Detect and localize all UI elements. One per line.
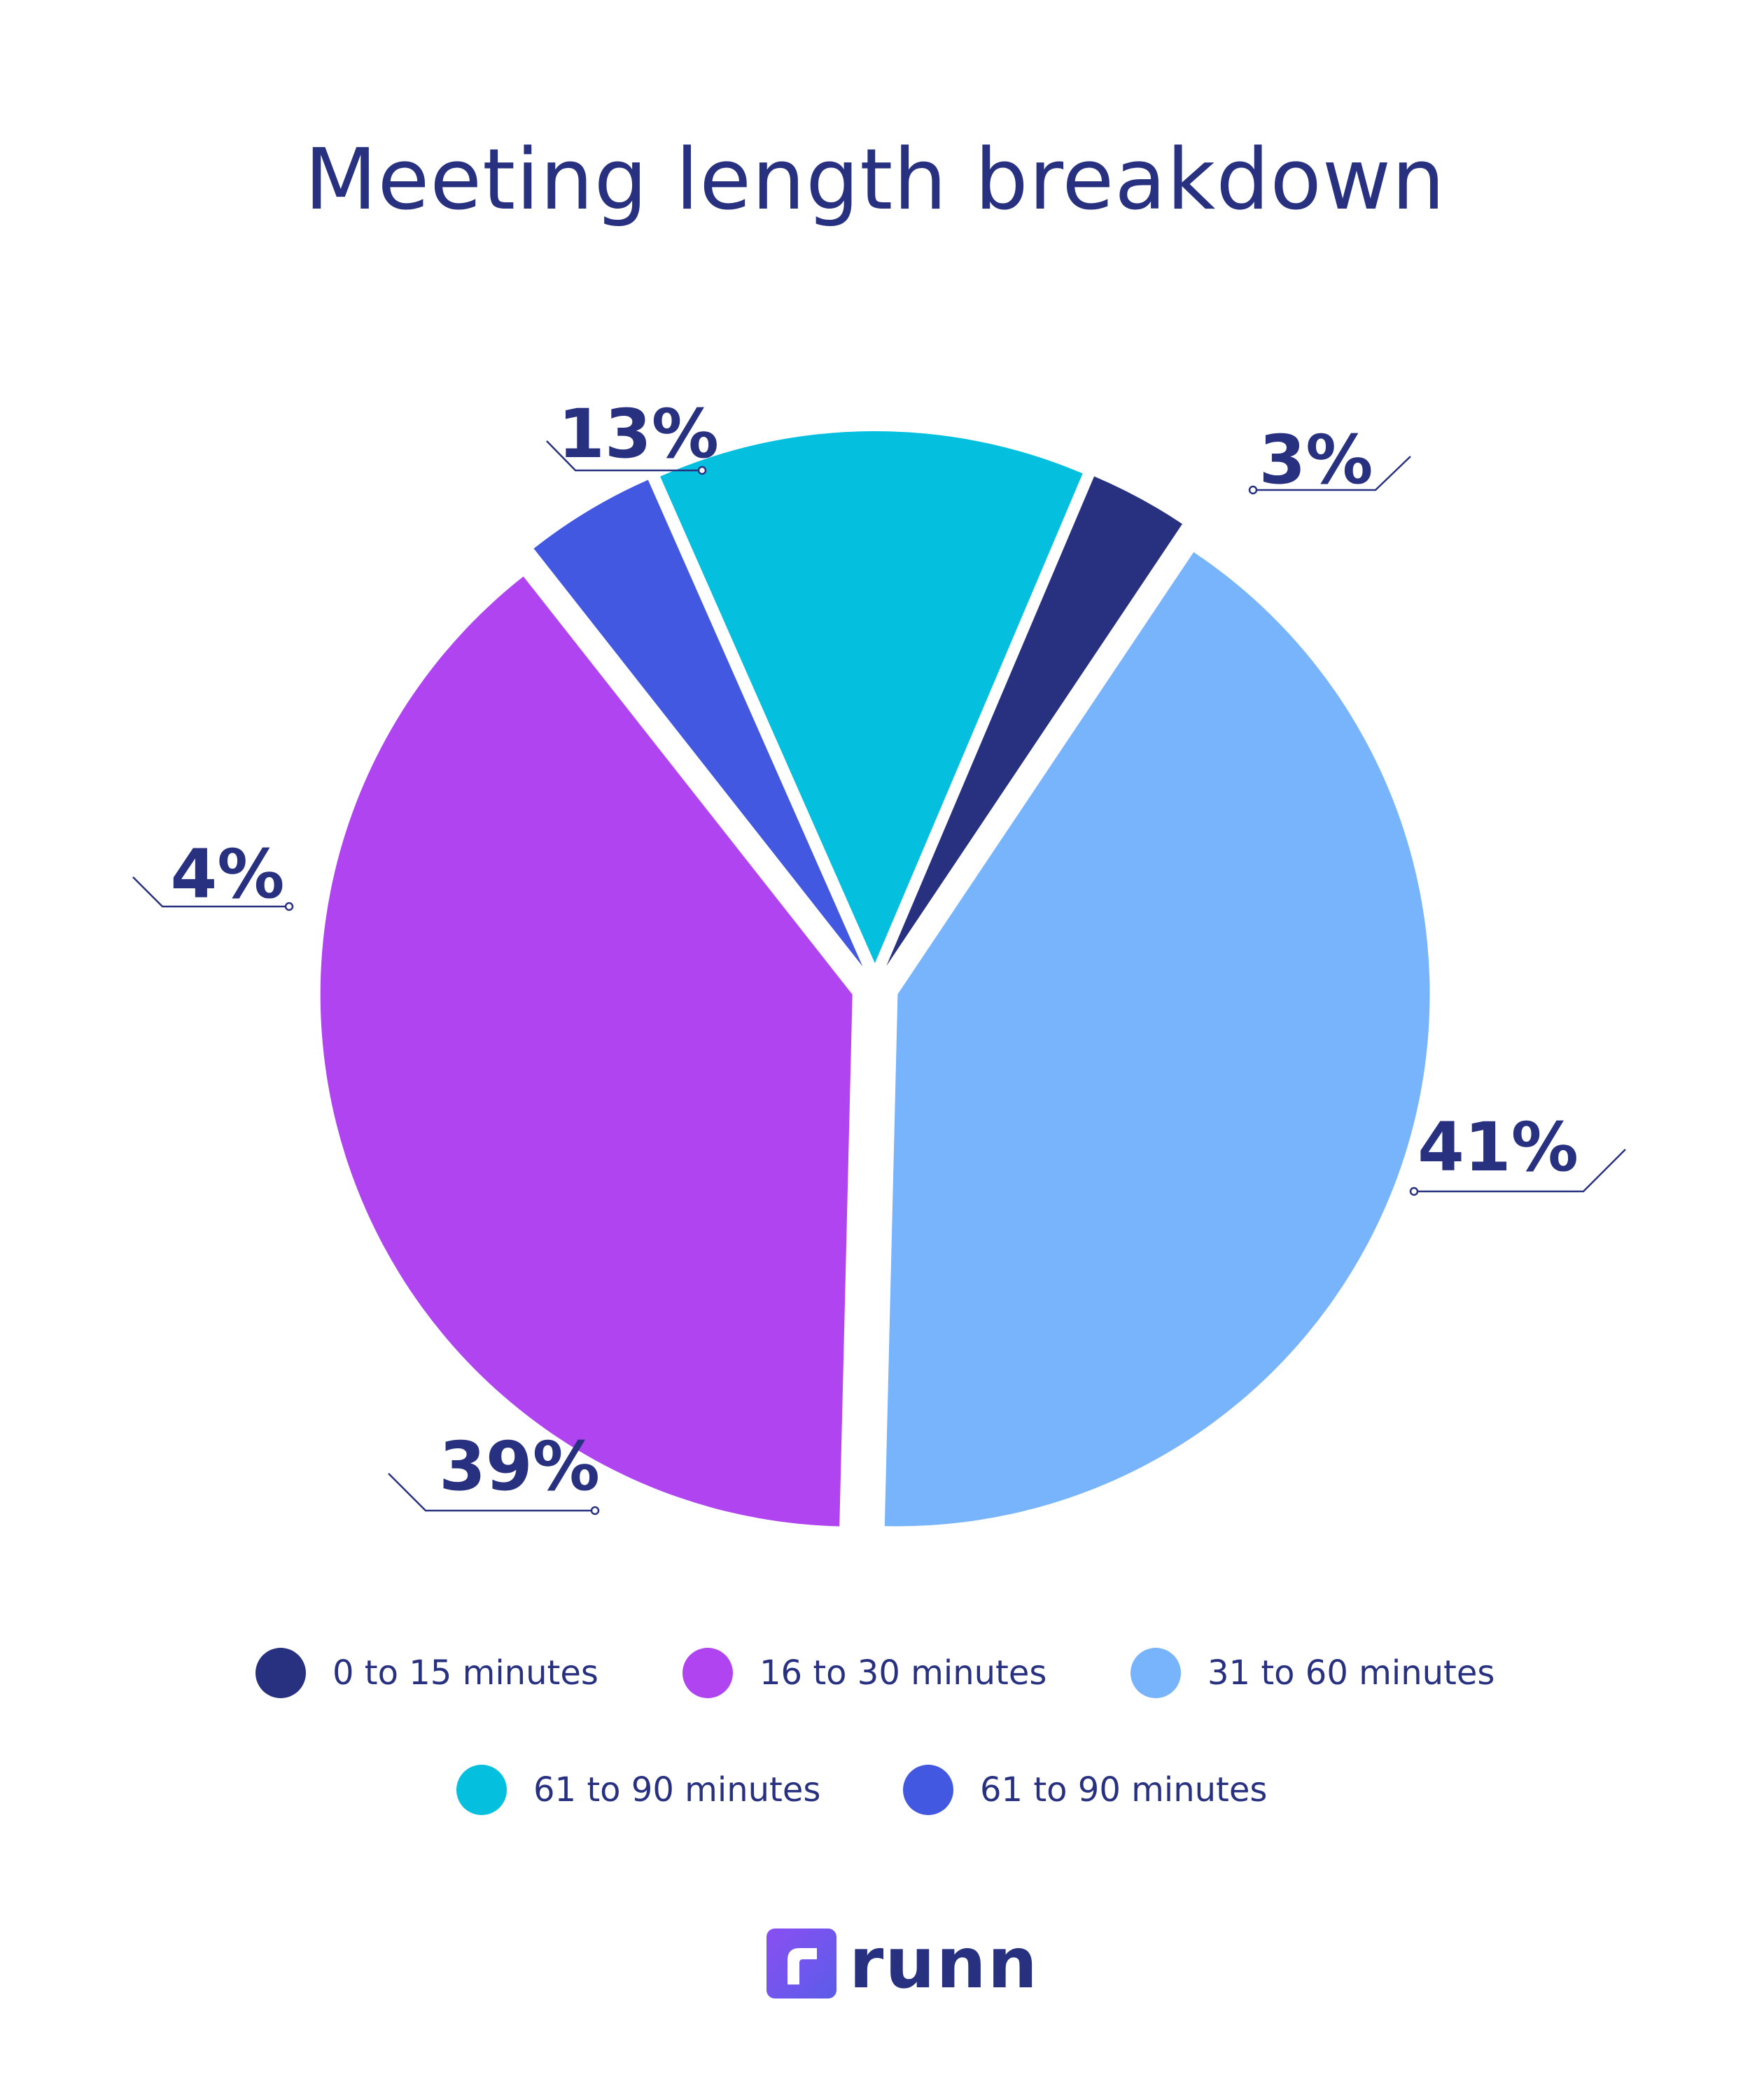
brand-name: runn [849,1922,1039,2004]
slice-value-label: 39% [439,1427,600,1506]
leader-line [546,440,702,472]
legend-item-61-to-90-blue: 61 to 90 minutes [903,1762,1267,1818]
brand-logo: runn [766,1928,1039,1998]
legend-item-16-to-30: 16 to 30 minutes [682,1645,1046,1701]
legend-label: 0 to 15 minutes [332,1653,598,1693]
legend-swatch [1130,1648,1181,1698]
runn-logo-icon [766,1928,836,1998]
legend-swatch [456,1765,507,1815]
legend-label: 61 to 90 minutes [533,1770,821,1809]
leader-line [388,1473,595,1512]
legend-swatch [903,1765,953,1815]
leader-dot [697,465,707,475]
pie-slice-4 [660,430,1083,963]
legend-label: 31 to 60 minutes [1208,1653,1495,1693]
leader-line [132,876,289,908]
pie-slice-3 [533,479,863,967]
pie-slice-1 [884,552,1430,1527]
legend-item-31-to-60: 31 to 60 minutes [1130,1645,1494,1701]
pie-slice-2 [320,576,853,1527]
slice-value-label: 4% [171,835,285,913]
leader-line [1253,456,1411,491]
leader-dot [284,902,294,911]
legend-swatch [255,1648,306,1698]
slice-value-label: 13% [558,395,719,473]
leader-dot [590,1506,600,1516]
legend-label: 16 to 30 minutes [760,1653,1047,1693]
leader-line [1414,1149,1626,1193]
legend-swatch [682,1648,733,1698]
pie-slice-0 [886,476,1182,967]
slice-value-label: 41% [1418,1108,1578,1186]
slice-value-label: 3% [1259,421,1373,499]
leader-dot [1248,485,1258,495]
chart-title: Meeting length breakdown [304,132,1446,229]
leader-dot [1409,1186,1419,1196]
legend-label: 61 to 90 minutes [980,1770,1268,1809]
legend-item-61-to-90-cyan: 61 to 90 minutes [456,1762,820,1818]
legend-item-0-to-15: 0 to 15 minutes [255,1645,598,1701]
